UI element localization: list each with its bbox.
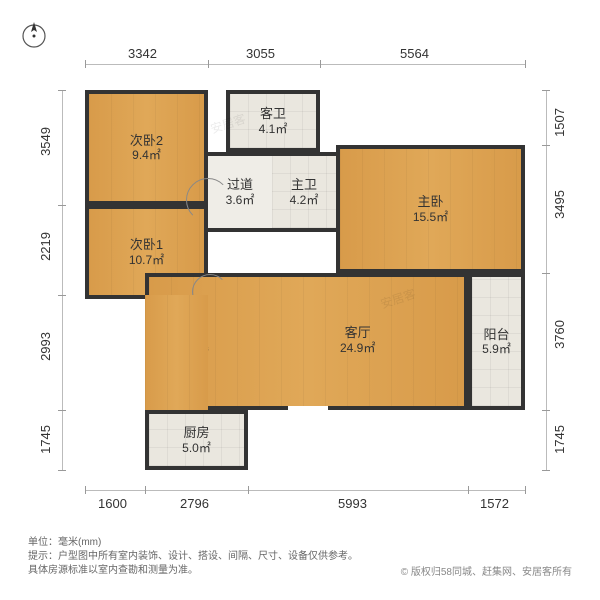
footer-notes: 单位：毫米(mm) 提示：户型图中所有室内装饰、设计、搭设、间隔、尺寸、设备仅供… — [28, 536, 358, 578]
footer-note1: 提示：户型图中所有室内装饰、设计、搭设、间隔、尺寸、设备仅供参考。 — [28, 550, 358, 564]
dim-bottom-1: 1600 — [98, 496, 127, 511]
room-bedroom2-name: 次卧2 — [130, 133, 163, 149]
room-guest-bath: 客卫 4.1㎡ — [226, 90, 320, 152]
room-living-area: 24.9㎡ — [340, 341, 375, 355]
dim-bottom-4: 1572 — [480, 496, 509, 511]
dim-line-bottom — [85, 490, 525, 491]
dim-left-2: 2219 — [38, 232, 53, 261]
compass-icon — [18, 18, 50, 50]
room-bedroom1-name: 次卧1 — [130, 237, 163, 253]
room-master-bath: 主卫 4.2㎡ — [268, 152, 340, 232]
dim-line-top — [85, 64, 525, 65]
room-balcony: 阳台 5.9㎡ — [468, 273, 525, 410]
dim-right-3: 3760 — [552, 320, 567, 349]
room-kitchen-area: 5.0㎡ — [182, 441, 211, 455]
dim-right-4: 1745 — [552, 425, 567, 454]
room-dining-ext — [145, 295, 208, 410]
room-master-bedroom-name: 主卧 — [417, 194, 443, 210]
footer-unit: 单位：毫米(mm) — [28, 536, 358, 550]
room-living-labelbox: 客厅 24.9㎡ — [340, 325, 375, 355]
dim-left-3: 2993 — [38, 332, 53, 361]
dim-top-3: 5564 — [400, 46, 429, 61]
room-corridor-name: 过道 — [227, 177, 253, 193]
dim-left-1: 3549 — [38, 127, 53, 156]
dim-top-2: 3055 — [246, 46, 275, 61]
dim-bottom-2: 2796 — [180, 496, 209, 511]
room-guest-bath-area: 4.1㎡ — [259, 122, 288, 136]
dim-line-right — [546, 90, 547, 470]
footer-note2: 具体房源标准以室内查勘和测量为准。 — [28, 564, 358, 578]
room-master-bedroom: 主卧 15.5㎡ — [336, 145, 525, 273]
dim-bottom-3: 5993 — [338, 496, 367, 511]
dim-top-1: 3342 — [128, 46, 157, 61]
room-bedroom1-area: 10.7㎡ — [129, 253, 164, 267]
room-master-bath-name: 主卫 — [291, 177, 317, 193]
dim-right-2: 3495 — [552, 190, 567, 219]
dim-left-4: 1745 — [38, 425, 53, 454]
dim-right-1: 1507 — [552, 108, 567, 137]
room-master-bedroom-area: 15.5㎡ — [413, 210, 448, 224]
room-bedroom2-area: 9.4㎡ — [132, 148, 161, 162]
room-corridor-area: 3.6㎡ — [226, 193, 255, 207]
entrance-gap — [288, 406, 328, 414]
room-balcony-name: 阳台 — [483, 327, 509, 343]
room-balcony-area: 5.9㎡ — [482, 342, 511, 356]
room-master-bath-area: 4.2㎡ — [290, 193, 319, 207]
room-guest-bath-name: 客卫 — [260, 106, 286, 122]
copyright-text: © 版权归58同城、赶集网、安居客所有 — [401, 563, 572, 578]
room-living-name: 客厅 — [340, 325, 375, 341]
room-kitchen-name: 厨房 — [183, 425, 209, 441]
room-kitchen: 厨房 5.0㎡ — [145, 410, 248, 470]
dim-line-left — [62, 90, 63, 470]
